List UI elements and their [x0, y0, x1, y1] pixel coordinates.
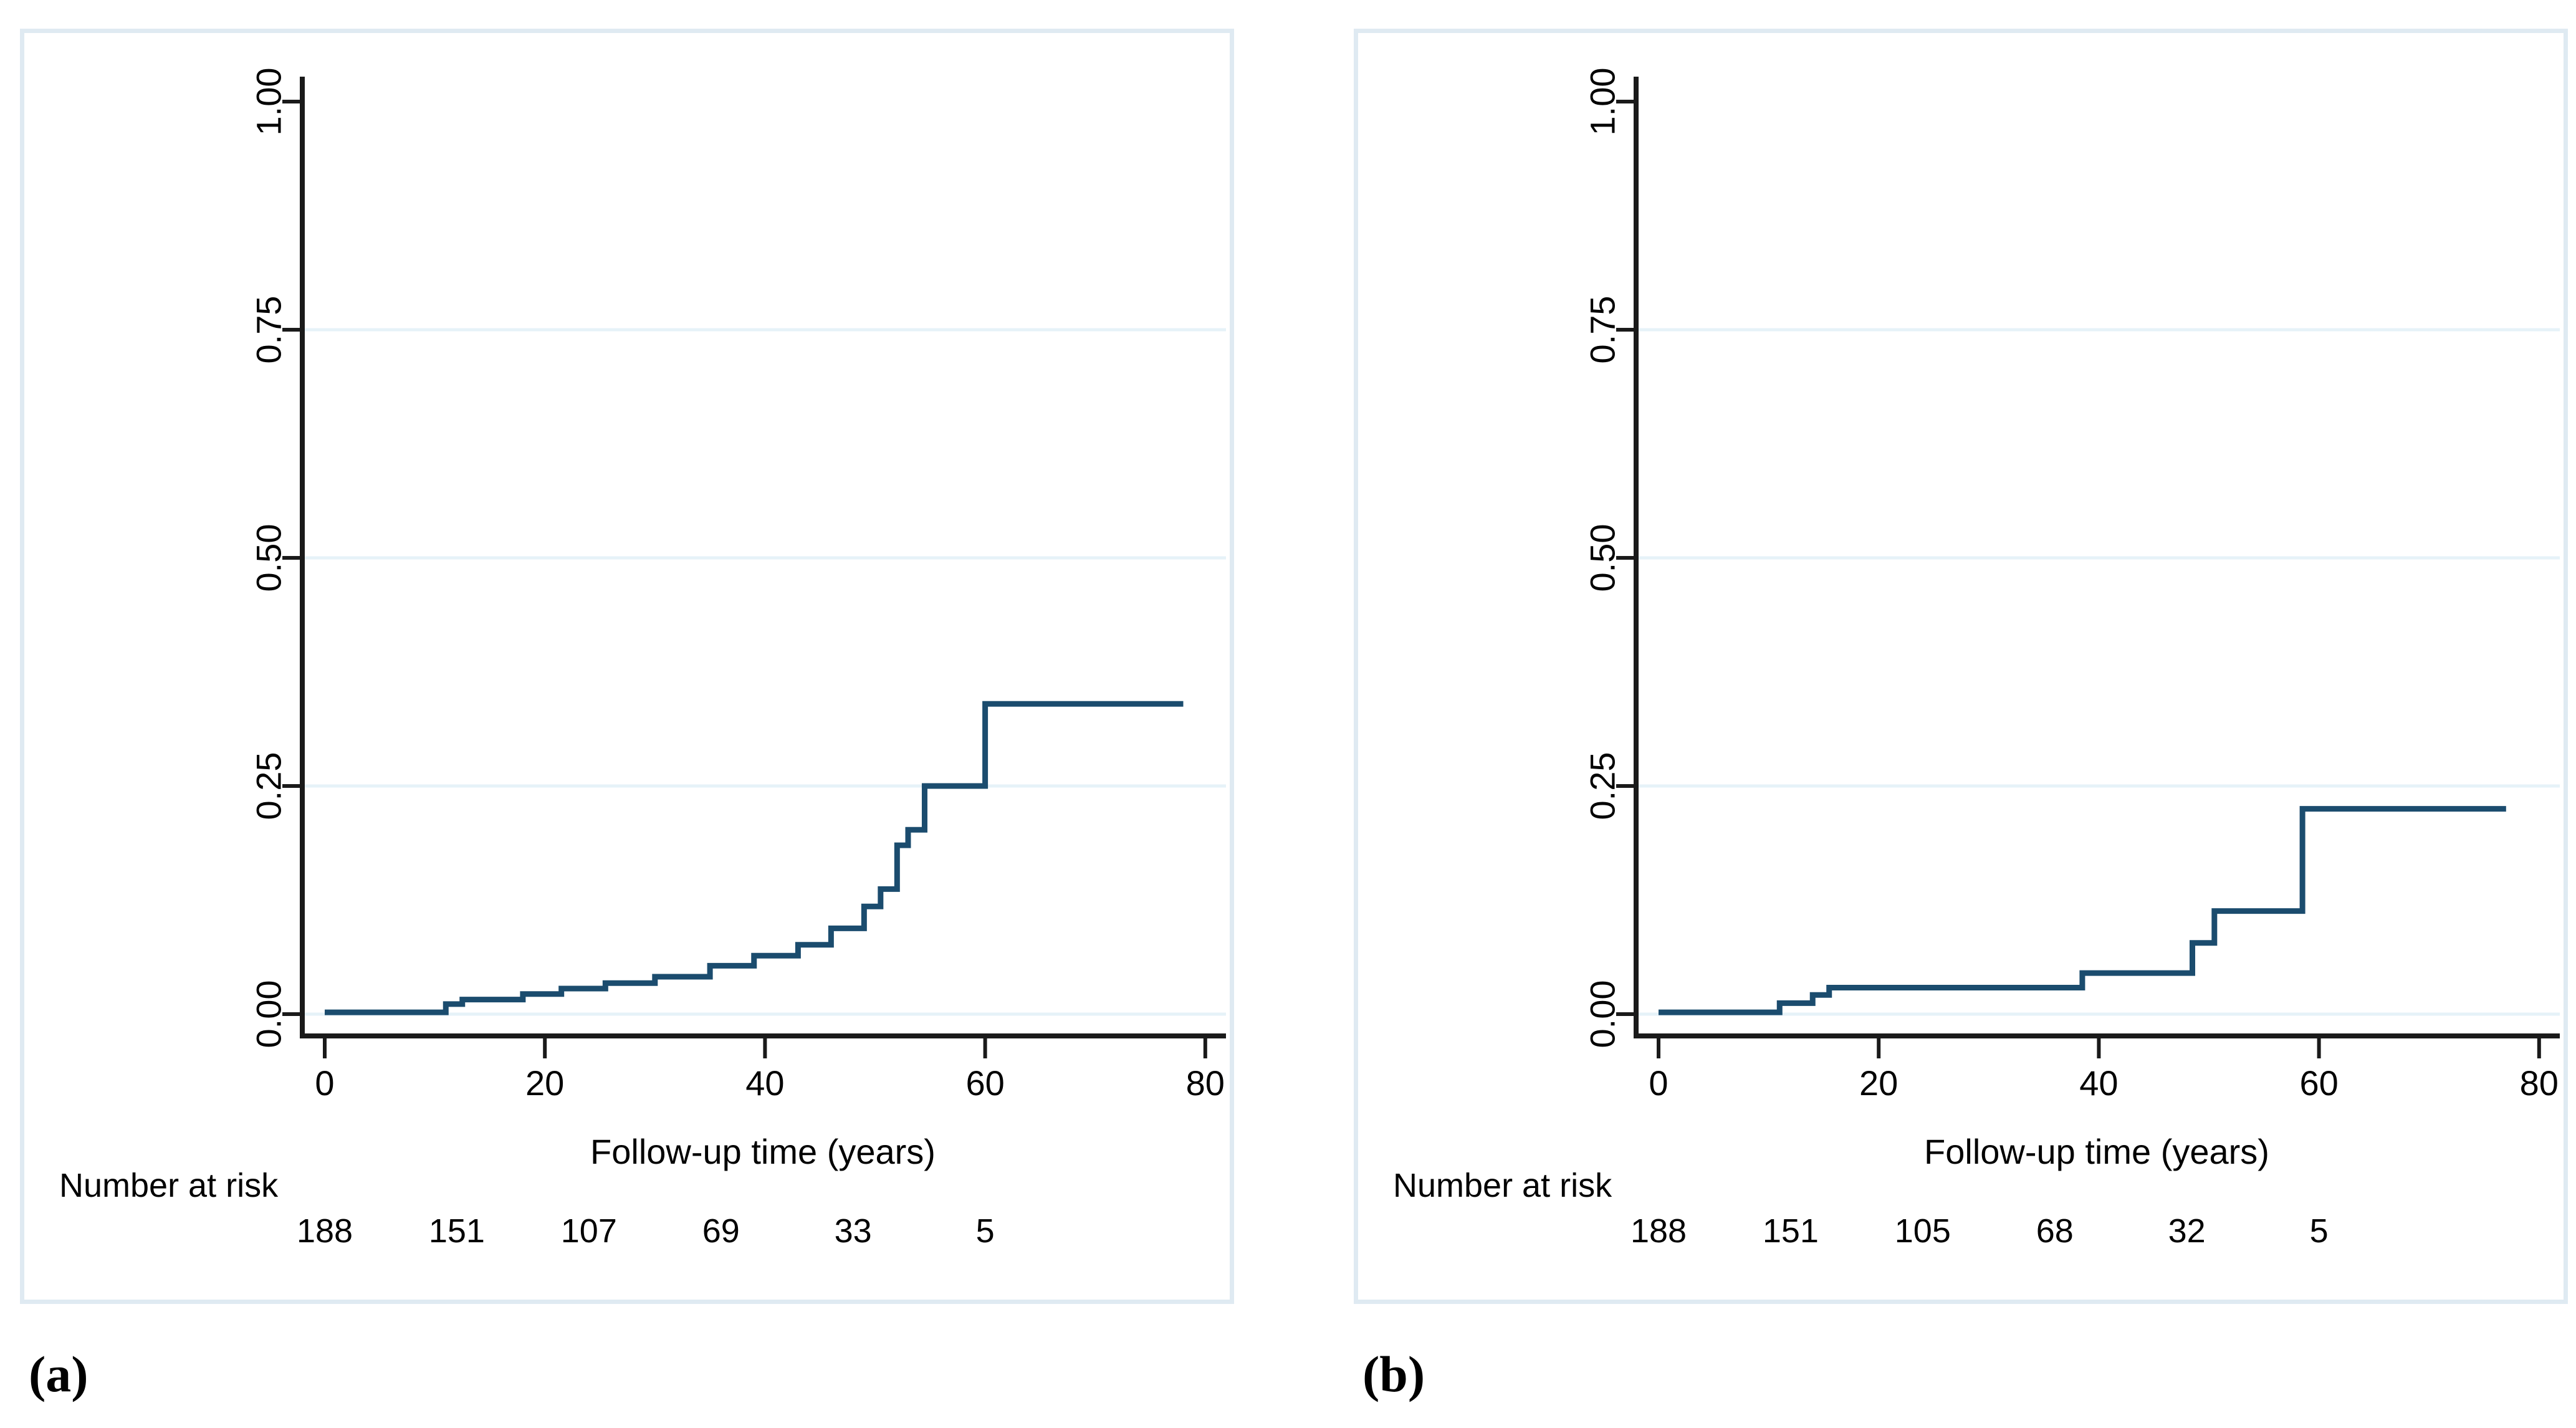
number-at-risk-value: 105: [1894, 1212, 1951, 1250]
x-tick-label: 0: [1649, 1063, 1669, 1103]
number-at-risk-value: 151: [1762, 1212, 1819, 1250]
y-tick-label: 1.00: [1582, 67, 1622, 136]
number-at-risk-value: 188: [296, 1212, 353, 1250]
x-axis-title: Follow-up time (years): [590, 1132, 936, 1171]
number-at-risk-value: 69: [702, 1212, 740, 1250]
panel-b: Follow-up time (years) Number at risk 1.…: [1354, 29, 2568, 1304]
x-tick-label: 60: [965, 1063, 1005, 1103]
y-tick-label: 0.25: [249, 752, 289, 820]
cumulative-incidence-curve-b: [1659, 806, 2506, 1015]
x-tick-label: 80: [2519, 1063, 2559, 1103]
panel-letter-a: (a): [29, 1346, 89, 1402]
number-at-risk-value: 5: [975, 1212, 995, 1250]
y-tick-label: 0.25: [1582, 752, 1622, 820]
panel-letter-b: (b): [1362, 1346, 1425, 1402]
x-tick-label: 20: [1859, 1063, 1898, 1103]
number-at-risk-value: 68: [2036, 1212, 2074, 1250]
y-tick-label: 0.00: [249, 980, 289, 1048]
survival-plot-b: [1616, 77, 2560, 1058]
cumulative-incidence-curve-a: [325, 701, 1184, 1015]
number-at-risk-value: 5: [2309, 1212, 2329, 1250]
y-tick-label: 0.00: [1582, 980, 1622, 1048]
survival-plot-a: [282, 77, 1226, 1058]
y-tick-label: 0.50: [249, 524, 289, 592]
number-at-risk-value: 188: [1630, 1212, 1687, 1250]
number-at-risk-label: Number at risk: [1393, 1167, 1612, 1204]
number-at-risk-value: 33: [834, 1212, 872, 1250]
x-tick-label: 60: [2299, 1063, 2339, 1103]
number-at-risk-value: 107: [560, 1212, 617, 1250]
y-tick-label: 0.75: [1582, 295, 1622, 364]
x-tick-label: 40: [745, 1063, 785, 1103]
x-tick-label: 20: [525, 1063, 565, 1103]
x-tick-label: 40: [2079, 1063, 2119, 1103]
number-at-risk-value: 151: [428, 1212, 485, 1250]
x-axis-title: Follow-up time (years): [1924, 1132, 2269, 1171]
x-tick-label: 80: [1185, 1063, 1225, 1103]
number-at-risk-label: Number at risk: [59, 1167, 279, 1204]
y-tick-label: 0.75: [249, 295, 289, 364]
y-tick-label: 1.00: [249, 67, 289, 136]
number-at-risk-value: 32: [2168, 1212, 2206, 1250]
panel-a: Follow-up time (years) Number at risk 1.…: [20, 29, 1234, 1304]
y-tick-label: 0.50: [1582, 524, 1622, 592]
x-tick-label: 0: [315, 1063, 335, 1103]
